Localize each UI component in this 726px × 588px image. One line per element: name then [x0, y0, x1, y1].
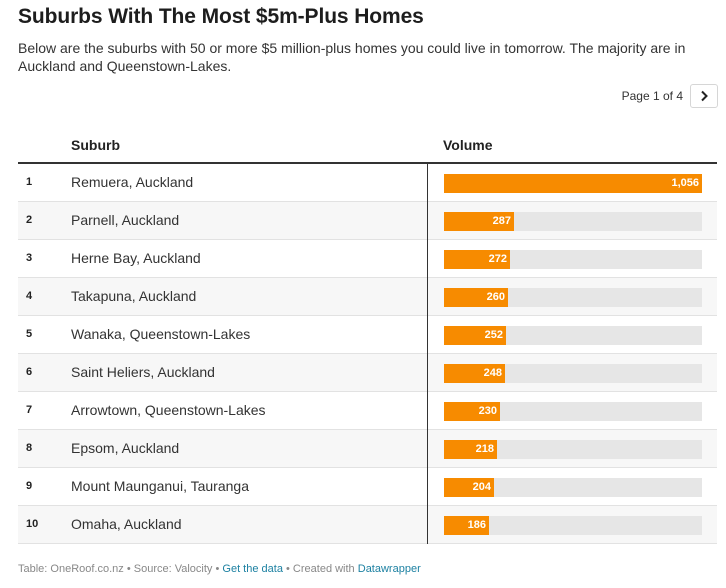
column-header-volume[interactable]: Volume — [443, 137, 493, 153]
row-suburb: Takapuna, Auckland — [71, 288, 197, 304]
row-rank: 4 — [26, 290, 33, 302]
bar-track: 260 — [444, 288, 702, 307]
bar-track: 248 — [444, 364, 702, 383]
volume-label: 287 — [492, 215, 511, 227]
row-rank: 6 — [26, 366, 33, 378]
bar-track: 1,056 — [444, 174, 702, 193]
volume-label: 252 — [484, 329, 503, 341]
volume-bar: 260 — [444, 288, 508, 307]
row-rank: 7 — [26, 404, 33, 416]
volume-label: 218 — [475, 443, 494, 455]
bar-track: 272 — [444, 250, 702, 269]
datawrapper-link[interactable]: Datawrapper — [357, 563, 421, 575]
volume-label: 248 — [483, 367, 502, 379]
column-header-suburb[interactable]: Suburb — [71, 137, 120, 153]
column-divider — [427, 164, 428, 544]
chevron-right-icon — [701, 90, 708, 102]
table-body: 1 Remuera, Auckland 1,056 2 Parnell, Aucklan… — [18, 164, 717, 544]
volume-label: 186 — [467, 519, 486, 531]
row-suburb: Saint Heliers, Auckland — [71, 364, 215, 380]
footer-source: Table: OneRoof.co.nz • Source: Valocity … — [18, 563, 220, 575]
table-row: 5 Wanaka, Queenstown-Lakes 252 — [18, 316, 717, 354]
volume-bar: 248 — [444, 364, 505, 383]
volume-bar: 272 — [444, 250, 510, 269]
row-suburb: Mount Maunganui, Tauranga — [71, 478, 249, 494]
table-row: 3 Herne Bay, Auckland 272 — [18, 240, 717, 278]
table-row: 6 Saint Heliers, Auckland 248 — [18, 354, 717, 392]
row-suburb: Omaha, Auckland — [71, 516, 182, 532]
bar-track: 218 — [444, 440, 702, 459]
bar-track: 230 — [444, 402, 702, 421]
volume-bar: 287 — [444, 212, 514, 231]
footer-created: Created with — [292, 563, 355, 575]
table-row: 4 Takapuna, Auckland 260 — [18, 278, 717, 316]
bar-track: 186 — [444, 516, 702, 535]
bar-track: 252 — [444, 326, 702, 345]
row-suburb: Remuera, Auckland — [71, 174, 194, 190]
volume-label: 1,056 — [671, 177, 699, 189]
chart-title: Suburbs With The Most $5m-Plus Homes — [18, 5, 424, 28]
row-rank: 5 — [26, 328, 33, 340]
table-row: 10 Omaha, Auckland 186 — [18, 506, 717, 544]
next-page-button[interactable] — [690, 84, 718, 108]
footer: Table: OneRoof.co.nz • Source: Valocity … — [18, 563, 421, 575]
data-table: Suburb Volume 1 Remuera, Auckland 1,056 2 Pa… — [18, 126, 717, 544]
table-row: 2 Parnell, Auckland 287 — [18, 202, 717, 240]
row-rank: 2 — [26, 214, 33, 226]
row-suburb: Herne Bay, Auckland — [71, 250, 201, 266]
table-row: 8 Epsom, Auckland 218 — [18, 430, 717, 468]
footer-separator: • — [286, 563, 290, 575]
row-rank: 3 — [26, 252, 33, 264]
volume-bar: 230 — [444, 402, 500, 421]
volume-bar: 1,056 — [444, 174, 702, 193]
volume-label: 272 — [488, 253, 507, 265]
table-row: 1 Remuera, Auckland 1,056 — [18, 164, 717, 202]
volume-label: 260 — [486, 291, 505, 303]
row-suburb: Parnell, Auckland — [71, 212, 180, 228]
volume-label: 204 — [472, 481, 491, 493]
row-rank: 8 — [26, 442, 33, 454]
row-rank: 10 — [26, 518, 39, 530]
row-rank: 9 — [26, 480, 33, 492]
volume-bar: 218 — [444, 440, 497, 459]
row-suburb: Epsom, Auckland — [71, 440, 180, 456]
bar-track: 204 — [444, 478, 702, 497]
row-rank: 1 — [26, 176, 33, 188]
bar-track: 287 — [444, 212, 702, 231]
volume-bar: 204 — [444, 478, 494, 497]
pagination: Page 1 of 4 — [622, 84, 718, 108]
row-suburb: Arrowtown, Queenstown-Lakes — [71, 402, 266, 418]
table-row: 7 Arrowtown, Queenstown-Lakes 230 — [18, 392, 717, 430]
volume-bar: 252 — [444, 326, 506, 345]
volume-label: 230 — [478, 405, 497, 417]
page-indicator: Page 1 of 4 — [621, 89, 683, 103]
get-the-data-link[interactable]: Get the data — [222, 563, 283, 575]
chart-description: Below are the suburbs with 50 or more $5… — [18, 40, 686, 74]
volume-bar: 186 — [444, 516, 489, 535]
row-suburb: Wanaka, Queenstown-Lakes — [71, 326, 251, 342]
table-row: 9 Mount Maunganui, Tauranga 204 — [18, 468, 717, 506]
table-header: Suburb Volume — [18, 126, 717, 164]
